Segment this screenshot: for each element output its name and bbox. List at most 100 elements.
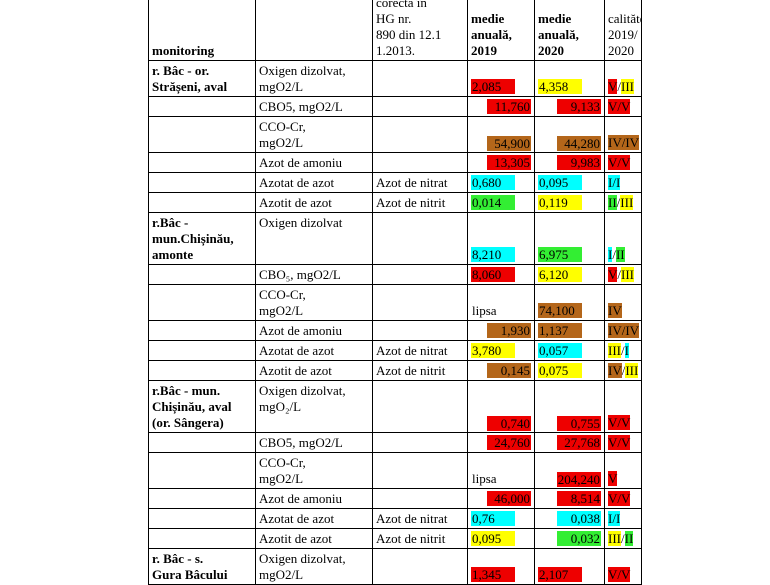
- mean-2020-cell: 2,107: [534, 548, 605, 585]
- station-cell: [148, 96, 256, 117]
- table-row: r. Bâc - s. Gura Bâcului Oxigen dizolvat,…: [148, 548, 642, 585]
- station-cell: [148, 528, 256, 549]
- mean-2019-value: 0,76: [471, 511, 515, 526]
- table-row: Azotit de azot Azot de nitrit 0,145 0,075 IV…: [148, 360, 642, 381]
- mean-2020-value: 0,119: [538, 195, 582, 210]
- mean-2019-cell: 1,930: [467, 320, 535, 341]
- quality-class-segment: I: [624, 343, 629, 358]
- quality-class-segment: V: [608, 471, 618, 486]
- quality-class-segment: V/V: [608, 155, 631, 170]
- header-norm: corectă în HG nr. 890 din 12.1 1.2013.: [372, 0, 468, 61]
- station-cell: [148, 360, 256, 381]
- mean-2019-cell: lipsa: [467, 284, 535, 321]
- quality-class-segment: III: [621, 267, 635, 282]
- form-cell: [372, 116, 468, 153]
- mean-2020-value: 0,032: [557, 531, 601, 546]
- station-cell: [148, 172, 256, 193]
- mean-2019-cell: 1,345: [467, 548, 535, 585]
- table-row: Azot de amoniu 1,930 1,137 IV/IV: [148, 320, 642, 341]
- mean-2020-value: 4,358: [538, 79, 582, 94]
- quality-class-segment: /: [621, 531, 625, 546]
- table-row: CBO₅, mgO2/L 8,060 6,120 V/III: [148, 264, 642, 285]
- quality-class-segment: V/V: [608, 99, 631, 114]
- mean-2019-value: 2,085: [471, 79, 515, 94]
- mean-2020-cell: 0,119: [534, 192, 605, 213]
- mean-2020-cell: 8,514: [534, 488, 605, 509]
- quality-class-cell: IV/IV: [604, 320, 642, 341]
- table-row: Azotat de azot Azot de nitrat 3,780 0,057 II…: [148, 340, 642, 361]
- table-row: r.Bâc - mun.Chișinău, amonte Oxigen dizol…: [148, 212, 642, 265]
- mean-2020-cell: 74,100: [534, 284, 605, 321]
- quality-class-cell: IV: [604, 284, 642, 321]
- quality-class-segment: IV: [608, 363, 622, 378]
- mean-2019-value: 0,740: [487, 416, 531, 431]
- mean-2020-value: 8,514: [557, 491, 601, 506]
- station-cell: r. Bâc - or. Strășeni, aval: [148, 60, 256, 97]
- mean-2020-value: 9,133: [557, 99, 601, 114]
- quality-class-cell: V/V: [604, 548, 642, 585]
- mean-2019-cell: 8,210: [467, 212, 535, 265]
- mean-2019-value: lipsa: [472, 471, 497, 486]
- mean-2020-cell: 27,768: [534, 432, 605, 453]
- quality-class-segment: V/V: [608, 491, 631, 506]
- mean-2019-cell: 0,095: [467, 528, 535, 549]
- table-header-row: monitoring corectă în HG nr. 890 din 12.…: [148, 0, 642, 61]
- station-cell: [148, 192, 256, 213]
- mean-2019-value: 24,760: [487, 435, 531, 450]
- form-cell: [372, 264, 468, 285]
- station-cell: [148, 264, 256, 285]
- mean-2020-cell: 9,983: [534, 152, 605, 173]
- quality-class-cell: IV/IV: [604, 116, 642, 153]
- quality-class-cell: V/V: [604, 96, 642, 117]
- table-row: Azotit de azot Azot de nitrit 0,095 0,032 II…: [148, 528, 642, 549]
- form-cell: [372, 488, 468, 509]
- mean-2020-cell: 6,120: [534, 264, 605, 285]
- quality-class-segment: III: [621, 79, 635, 94]
- table-row: CCO-Cr, mgO2/L 54,900 44,280 IV/IV: [148, 116, 642, 153]
- table-row: Azotat de azot Azot de nitrat 0,680 0,095 I/…: [148, 172, 642, 193]
- quality-class-segment: I/I: [608, 511, 621, 526]
- table-row: r.Bâc - mun. Chișinău, aval (or. Sângera…: [148, 380, 642, 433]
- station-cell: [148, 340, 256, 361]
- parameter-cell: Azotat de azot: [255, 508, 373, 529]
- quality-class-cell: I/I: [604, 508, 642, 529]
- quality-class-segment: /: [617, 267, 622, 282]
- mean-2020-cell: 0,038: [534, 508, 605, 529]
- mean-2020-value: 0,755: [557, 416, 601, 431]
- station-cell: [148, 488, 256, 509]
- mean-2020-cell: 44,280: [534, 116, 605, 153]
- quality-class-cell: III/II: [604, 528, 642, 549]
- parameter-cell: CBO₅, mgO2/L: [255, 264, 373, 285]
- parameter-cell: CCO-Cr, mgO2/L: [255, 284, 373, 321]
- table-row: CBO5, mgO2/L 24,760 27,768 V/V: [148, 432, 642, 453]
- table-row: r. Bâc - or. Strășeni, aval Oxigen dizolv…: [148, 60, 642, 97]
- mean-2020-value: 0,075: [538, 363, 582, 378]
- mean-2020-value: 6,975: [538, 247, 582, 262]
- header-mean-2020: medie anuală, 2020: [534, 0, 605, 61]
- form-cell: Azot de nitrat: [372, 508, 468, 529]
- mean-2020-cell: 0,057: [534, 340, 605, 361]
- mean-2020-value: 6,120: [538, 267, 582, 282]
- quality-class-segment: III: [620, 195, 634, 210]
- quality-class-cell: V/III: [604, 264, 642, 285]
- mean-2019-cell: 2,085: [467, 60, 535, 97]
- quality-class-segment: III: [625, 363, 639, 378]
- quality-class-cell: I/I: [604, 172, 642, 193]
- quality-class-segment: V: [608, 267, 618, 282]
- quality-class-cell: V/V: [604, 152, 642, 173]
- mean-2019-value: 8,210: [471, 247, 515, 262]
- quality-class-cell: II/III: [604, 192, 642, 213]
- quality-class-segment: I: [608, 247, 613, 262]
- form-cell: [372, 380, 468, 433]
- mean-2020-cell: 9,133: [534, 96, 605, 117]
- station-cell: r.Bâc - mun.Chișinău, amonte: [148, 212, 256, 265]
- parameter-cell: Azotat de azot: [255, 340, 373, 361]
- parameter-cell: Oxigen dizolvat: [255, 212, 373, 265]
- mean-2020-value: 27,768: [557, 435, 601, 450]
- mean-2019-cell: 0,76: [467, 508, 535, 529]
- quality-class-cell: V/III: [604, 60, 642, 97]
- table-row: CCO-Cr, mgO2/L lipsa 204,240 V: [148, 452, 642, 489]
- station-cell: [148, 284, 256, 321]
- form-cell: [372, 212, 468, 265]
- form-cell: [372, 548, 468, 585]
